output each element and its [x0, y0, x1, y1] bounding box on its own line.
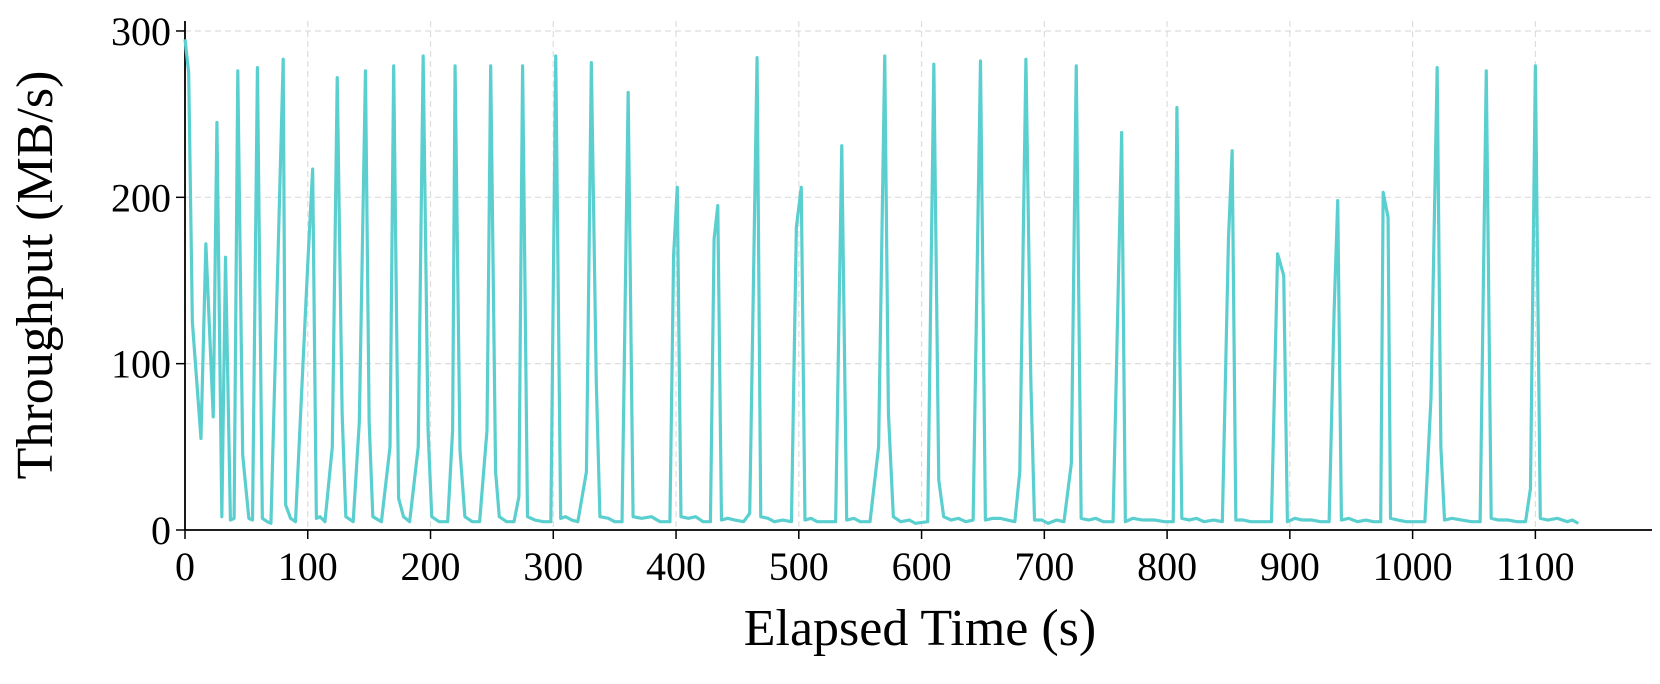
x-tick-label: 1000 — [1373, 544, 1453, 589]
x-tick-label: 1100 — [1496, 544, 1575, 589]
x-tick-label: 500 — [769, 544, 829, 589]
x-tick-label: 800 — [1137, 544, 1197, 589]
y-tick-label: 300 — [111, 9, 171, 54]
x-tick-label: 0 — [175, 544, 195, 589]
y-tick-label: 200 — [111, 175, 171, 220]
y-tick-label: 0 — [151, 508, 171, 553]
x-tick-label: 600 — [892, 544, 952, 589]
x-tick-label: 700 — [1014, 544, 1074, 589]
x-tick-label: 400 — [646, 544, 706, 589]
x-tick-label: 900 — [1260, 544, 1320, 589]
y-axis-label: Throughput (MB/s) — [7, 71, 64, 480]
x-tick-label: 300 — [523, 544, 583, 589]
x-tick-label: 100 — [278, 544, 338, 589]
data-line — [183, 39, 1580, 525]
x-axis-label: Elapsed Time (s) — [744, 600, 1096, 657]
x-tick-label: 200 — [401, 544, 461, 589]
y-tick-label: 100 — [111, 342, 171, 387]
